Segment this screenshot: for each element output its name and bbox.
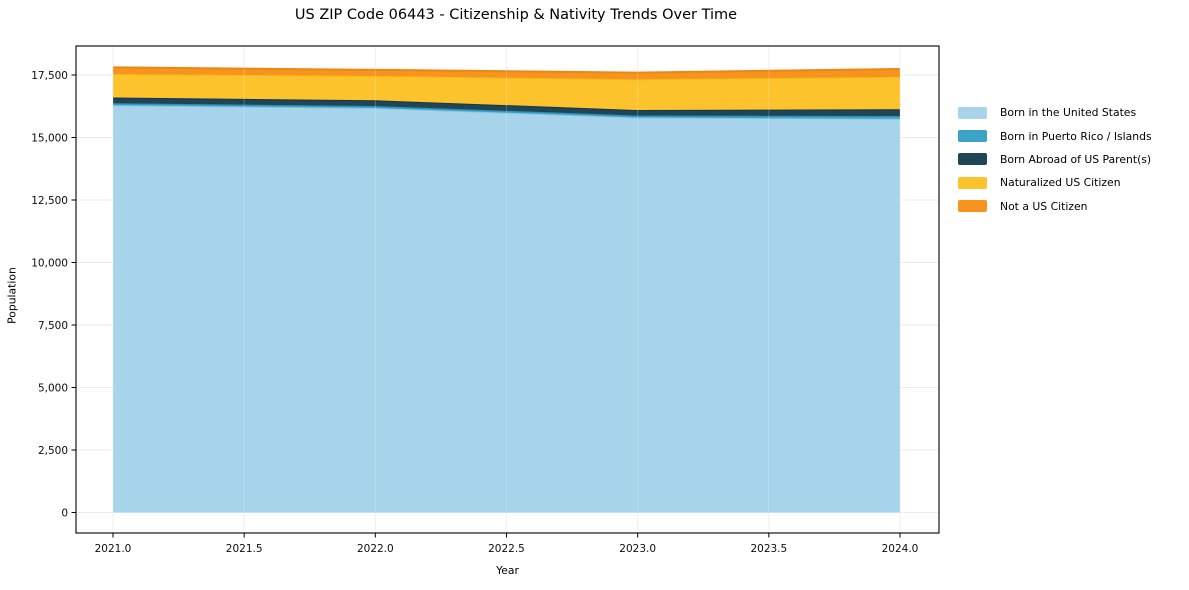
y-tick-label: 17,500 <box>31 70 68 82</box>
edge-not-a-us-citizen <box>112 66 901 74</box>
x-tick-label: 2023.5 <box>750 543 787 555</box>
area-naturalized-us-citizen <box>113 74 900 110</box>
legend-swatch <box>958 200 987 213</box>
y-axis-label: Population <box>5 267 19 324</box>
y-tick-label: 10,000 <box>31 257 68 269</box>
x-tick-label: 2022.0 <box>357 543 394 555</box>
plot-border <box>75 45 940 534</box>
area-not-a-us-citizen <box>113 67 900 80</box>
legend-label: Born Abroad of US Parent(s) <box>1000 152 1152 166</box>
legend-label: Born in the United States <box>1000 106 1137 120</box>
legend-item: Naturalized US Citizen <box>958 171 1152 194</box>
legend-item: Born in Puerto Rico / Islands <box>958 124 1152 147</box>
legend-label: Not a US Citizen <box>1000 199 1088 213</box>
x-tick-label: 2021.5 <box>226 543 263 555</box>
x-tick-label: 2021.0 <box>95 543 132 555</box>
legend-swatch <box>958 106 987 119</box>
chart-title: US ZIP Code 06443 - Citizenship & Nativi… <box>294 7 738 23</box>
legend-label: Naturalized US Citizen <box>1000 176 1121 190</box>
legend-item: Born in the United States <box>958 101 1152 124</box>
y-tick-label: 12,500 <box>31 195 68 207</box>
legend: Born in the United States Born in Puerto… <box>958 101 1152 218</box>
legend-swatch <box>958 176 987 189</box>
legend-swatch <box>958 153 987 166</box>
area-born-in-the-united-states <box>113 105 900 513</box>
x-tick-label: 2023.0 <box>619 543 656 555</box>
x-axis-label: Year <box>496 564 519 577</box>
x-tick-label: 2024.0 <box>882 543 919 555</box>
y-tick-label: 0 <box>61 507 68 519</box>
x-tick-label: 2022.5 <box>488 543 525 555</box>
legend-item: Born Abroad of US Parent(s) <box>958 148 1152 171</box>
y-tick-label: 7,500 <box>38 320 68 332</box>
legend-label: Born in Puerto Rico / Islands <box>1000 129 1152 143</box>
y-tick-label: 15,000 <box>31 132 68 144</box>
y-tick-label: 2,500 <box>38 445 68 457</box>
legend-swatch <box>958 130 987 143</box>
y-tick-label: 5,000 <box>38 382 68 394</box>
legend-item: Not a US Citizen <box>958 195 1152 218</box>
area-born-abroad-of-us-parent-s <box>113 97 900 116</box>
